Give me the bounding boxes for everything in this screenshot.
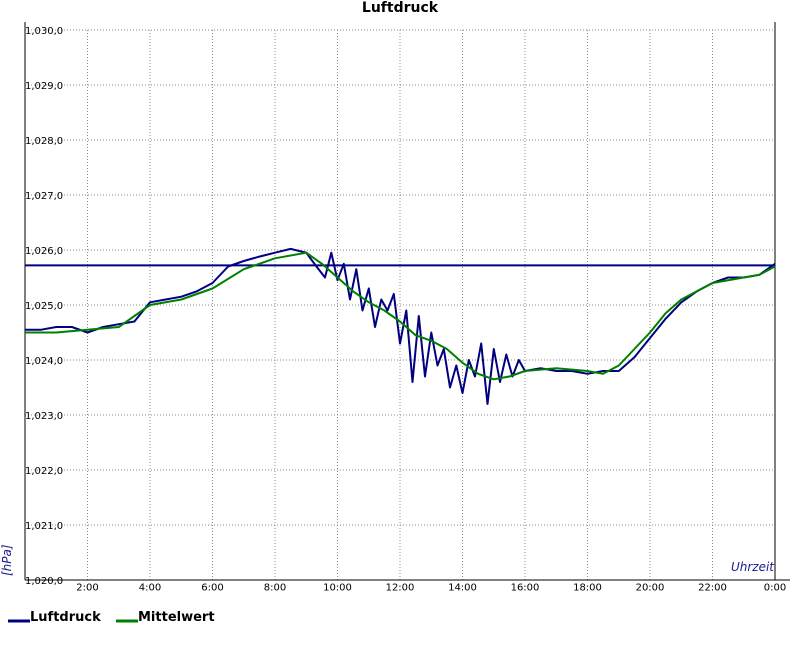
x-tick-label: 10:00	[323, 582, 352, 593]
x-tick-label: 20:00	[636, 582, 665, 593]
x-axis-label: Uhrzeit	[731, 560, 775, 574]
y-tick-label: 1,021,0	[25, 521, 63, 532]
x-tick-label: 18:00	[573, 582, 602, 593]
chart-title: Luftdruck	[362, 0, 439, 16]
x-tick-label: 8:00	[264, 582, 286, 593]
y-tick-label: 1,024,0	[25, 356, 63, 367]
x-tick-label: 4:00	[139, 582, 161, 593]
y-tick-label: 1,023,0	[25, 411, 63, 422]
y-tick-label: 1,025,0	[25, 301, 63, 312]
legend: Luftdruck Mittelwert	[8, 610, 215, 625]
x-tick-label: 12:00	[386, 582, 415, 593]
y-tick-label: 1,030,0	[25, 26, 63, 37]
legend-label: Luftdruck	[30, 610, 101, 625]
series-lines	[25, 247, 776, 405]
series-line-luftdruck	[25, 247, 776, 405]
x-tick-label: 6:00	[201, 582, 223, 593]
x-tick-label: 22:00	[698, 582, 727, 593]
series-line-mittelwert	[25, 251, 776, 381]
y-tick-labels: 1,020,0 1,021,0 1,022,0 1,023,0 1,024,0 1,025…	[25, 26, 63, 587]
x-tick-label: 0:00	[764, 582, 786, 593]
axes	[24, 22, 790, 581]
y-tick-label: 1,028,0	[25, 136, 63, 147]
y-tick-label: 1,026,0	[25, 246, 63, 257]
x-tick-labels: 2:00 4:00 6:00 8:00 10:00 12:00 14:00 16:00 18:0…	[76, 582, 786, 593]
y-tick-label: 1,022,0	[25, 466, 63, 477]
x-tick-label: 16:00	[511, 582, 540, 593]
y-axis-label: [hPa]	[0, 544, 14, 576]
y-tick-label: 1,027,0	[25, 191, 63, 202]
x-tick-label: 14:00	[448, 582, 477, 593]
y-tick-label: 1,029,0	[25, 81, 63, 92]
legend-label: Mittelwert	[138, 610, 215, 625]
x-tick-label: 2:00	[76, 582, 98, 593]
y-tick-label: 1,020,0	[25, 576, 63, 587]
grid	[25, 29, 775, 580]
